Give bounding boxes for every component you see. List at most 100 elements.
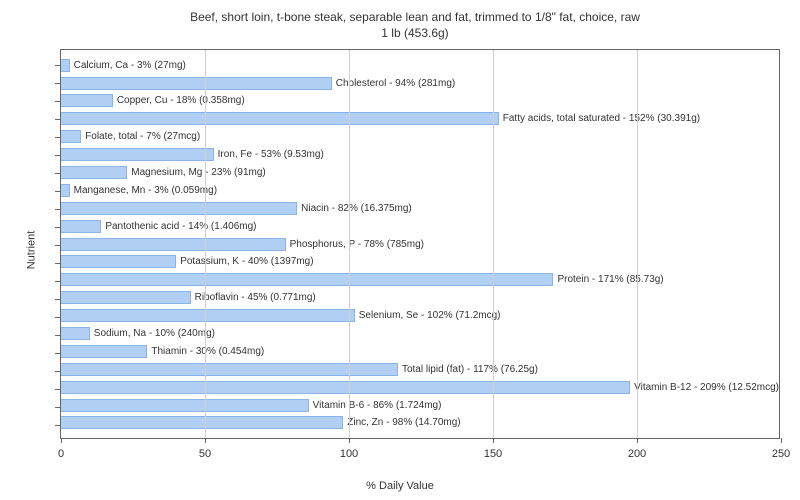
bar: [61, 166, 127, 179]
bar-label: Magnesium, Mg - 23% (91mg): [131, 167, 266, 178]
bar-label: Thiamin - 30% (0.454mg): [151, 346, 264, 357]
bar: [61, 59, 70, 72]
bar-label: Riboflavin - 45% (0.771mg): [195, 292, 316, 303]
y-tick: [55, 425, 61, 426]
x-tick-label: 50: [199, 448, 211, 460]
bar-label: Phosphorus, P - 78% (785mg): [290, 239, 424, 250]
bar-label: Manganese, Mn - 3% (0.059mg): [74, 185, 217, 196]
x-axis-label: % Daily Value: [366, 480, 434, 492]
bar-label: Total lipid (fat) - 117% (76.25g): [402, 364, 538, 375]
y-tick: [55, 389, 61, 390]
bar: [61, 327, 90, 340]
y-tick: [55, 191, 61, 192]
bar: [61, 94, 113, 107]
bar-label: Copper, Cu - 18% (0.358mg): [117, 95, 245, 106]
bar-label: Potassium, K - 40% (1397mg): [180, 256, 313, 267]
bar-label: Folate, total - 7% (27mcg): [85, 131, 200, 142]
bar-label: Calcium, Ca - 3% (27mg): [74, 60, 186, 71]
bar-label: Vitamin B-6 - 86% (1.724mg): [313, 400, 442, 411]
y-tick: [55, 281, 61, 282]
y-tick: [55, 317, 61, 318]
bar-label: Cholesterol - 94% (281mg): [336, 78, 456, 89]
gridline: [493, 50, 494, 438]
y-axis-label: Nutrient: [25, 231, 37, 270]
bar-label: Vitamin B-12 - 209% (12.52mcg): [634, 382, 779, 393]
bar-row: Zinc, Zn - 98% (14.70mg): [61, 415, 779, 430]
bar-row: Pantothenic acid - 14% (1.406mg): [61, 219, 779, 234]
bar-row: Vitamin B-6 - 86% (1.724mg): [61, 398, 779, 413]
bar-row: Protein - 171% (85.73g): [61, 272, 779, 287]
x-tick: [205, 438, 206, 443]
bar-label: Sodium, Na - 10% (240mg): [94, 328, 215, 339]
bar-label: Protein - 171% (85.73g): [557, 274, 663, 285]
y-tick: [55, 173, 61, 174]
bar-row: Fatty acids, total saturated - 152% (30.…: [61, 111, 779, 126]
bar: [61, 363, 398, 376]
bar-row: Copper, Cu - 18% (0.358mg): [61, 93, 779, 108]
x-tick: [781, 438, 782, 443]
bar: [61, 255, 176, 268]
gridline: [349, 50, 350, 438]
x-tick-label: 200: [628, 448, 646, 460]
bar: [61, 238, 286, 251]
y-tick: [55, 335, 61, 336]
plot-area: Calcium, Ca - 3% (27mg) Cholesterol - 94%…: [60, 49, 780, 439]
bar-row: Niacin - 82% (16.375mg): [61, 201, 779, 216]
y-tick: [55, 119, 61, 120]
bar: [61, 273, 553, 286]
bar-label: Fatty acids, total saturated - 152% (30.…: [503, 113, 700, 124]
bar-row: Total lipid (fat) - 117% (76.25g): [61, 362, 779, 377]
bar: [61, 130, 81, 143]
y-tick: [55, 65, 61, 66]
bar-row: Magnesium, Mg - 23% (91mg): [61, 165, 779, 180]
nutrient-chart: Beef, short loin, t-bone steak, separabl…: [0, 0, 800, 500]
y-tick: [55, 371, 61, 372]
x-tick-label: 100: [340, 448, 358, 460]
bar-row: Folate, total - 7% (27mcg): [61, 129, 779, 144]
y-tick: [55, 299, 61, 300]
bar-row: Phosphorus, P - 78% (785mg): [61, 237, 779, 252]
x-tick: [61, 438, 62, 443]
bar: [61, 148, 214, 161]
x-tick-label: 0: [58, 448, 64, 460]
chart-title: Beef, short loin, t-bone steak, separabl…: [50, 10, 780, 41]
bar-row: Manganese, Mn - 3% (0.059mg): [61, 183, 779, 198]
y-tick: [55, 263, 61, 264]
bar: [61, 416, 343, 429]
x-tick-label: 250: [772, 448, 790, 460]
bar-row: Selenium, Se - 102% (71.2mcg): [61, 308, 779, 323]
bar: [61, 309, 355, 322]
bar-row: Riboflavin - 45% (0.771mg): [61, 290, 779, 305]
bar: [61, 399, 309, 412]
y-tick: [55, 101, 61, 102]
title-line-1: Beef, short loin, t-bone steak, separabl…: [50, 10, 780, 26]
y-tick: [55, 155, 61, 156]
bar-row: Thiamin - 30% (0.454mg): [61, 344, 779, 359]
bar-row: Sodium, Na - 10% (240mg): [61, 326, 779, 341]
bar-label: Iron, Fe - 53% (9.53mg): [218, 149, 324, 160]
bar-row: Vitamin B-12 - 209% (12.52mcg): [61, 380, 779, 395]
y-tick: [55, 407, 61, 408]
bar: [61, 381, 630, 394]
y-tick: [55, 227, 61, 228]
y-tick: [55, 245, 61, 246]
bar-row: Iron, Fe - 53% (9.53mg): [61, 147, 779, 162]
gridline: [205, 50, 206, 438]
bar-row: Calcium, Ca - 3% (27mg): [61, 58, 779, 73]
y-tick: [55, 137, 61, 138]
bar-group: Calcium, Ca - 3% (27mg) Cholesterol - 94%…: [61, 56, 779, 432]
bar-label: Zinc, Zn - 98% (14.70mg): [347, 417, 460, 428]
bar-row: Potassium, K - 40% (1397mg): [61, 254, 779, 269]
x-tick-label: 150: [484, 448, 502, 460]
x-tick: [349, 438, 350, 443]
x-tick: [637, 438, 638, 443]
bar: [61, 291, 191, 304]
bar-label: Pantothenic acid - 14% (1.406mg): [105, 221, 256, 232]
y-tick: [55, 209, 61, 210]
bar: [61, 202, 297, 215]
bar: [61, 184, 70, 197]
x-tick: [493, 438, 494, 443]
bar: [61, 77, 332, 90]
bar: [61, 220, 101, 233]
bar-row: Cholesterol - 94% (281mg): [61, 76, 779, 91]
